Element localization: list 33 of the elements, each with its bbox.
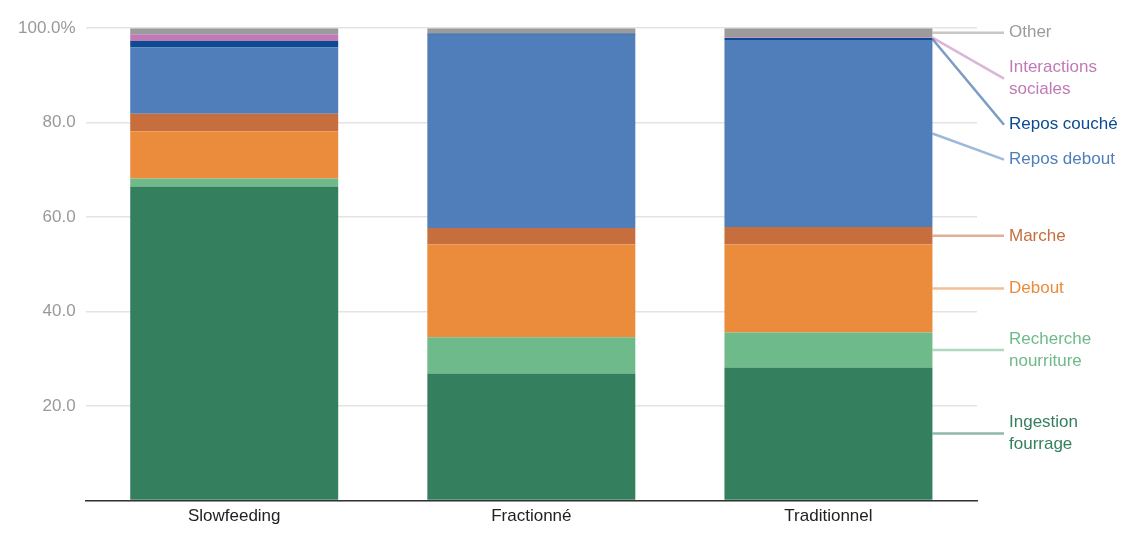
y-tick-label: 100.0% [17, 17, 76, 37]
y-tick-label: 60.0 [42, 206, 76, 226]
legend-label: Debout [1009, 278, 1065, 298]
bar [724, 367, 933, 500]
legend-label: Ingestion fourrage [1009, 412, 1078, 454]
y-tick-label: 80.0 [42, 112, 76, 132]
bar [427, 34, 636, 229]
bar [130, 186, 339, 500]
y-tick-label: 40.0 [42, 301, 76, 321]
legend-label: Other [1009, 22, 1052, 42]
bar [130, 47, 339, 114]
bar [130, 178, 339, 187]
bar [724, 244, 933, 333]
x-tick-label: Traditionnel [784, 506, 873, 526]
bar [427, 373, 636, 500]
x-tick-label: Slowfeeding [187, 506, 281, 526]
bar [130, 113, 339, 132]
y-tick-label: 20.0 [42, 395, 76, 415]
text: Repos debout [1009, 149, 1116, 169]
bar [130, 131, 339, 179]
legend-label: Marche [1009, 225, 1066, 245]
bar [130, 40, 339, 48]
legend-label: Recherche nourriture [1009, 328, 1092, 370]
text: Repos couché [1009, 114, 1118, 134]
bar [724, 227, 933, 245]
bar [427, 228, 636, 245]
bar [724, 332, 933, 368]
bar [427, 337, 636, 374]
bar [427, 244, 636, 338]
x-tick-label: Fractionné [491, 506, 572, 526]
bar [724, 40, 933, 228]
text: Interactions sociales [1009, 57, 1097, 99]
bar [130, 34, 339, 41]
